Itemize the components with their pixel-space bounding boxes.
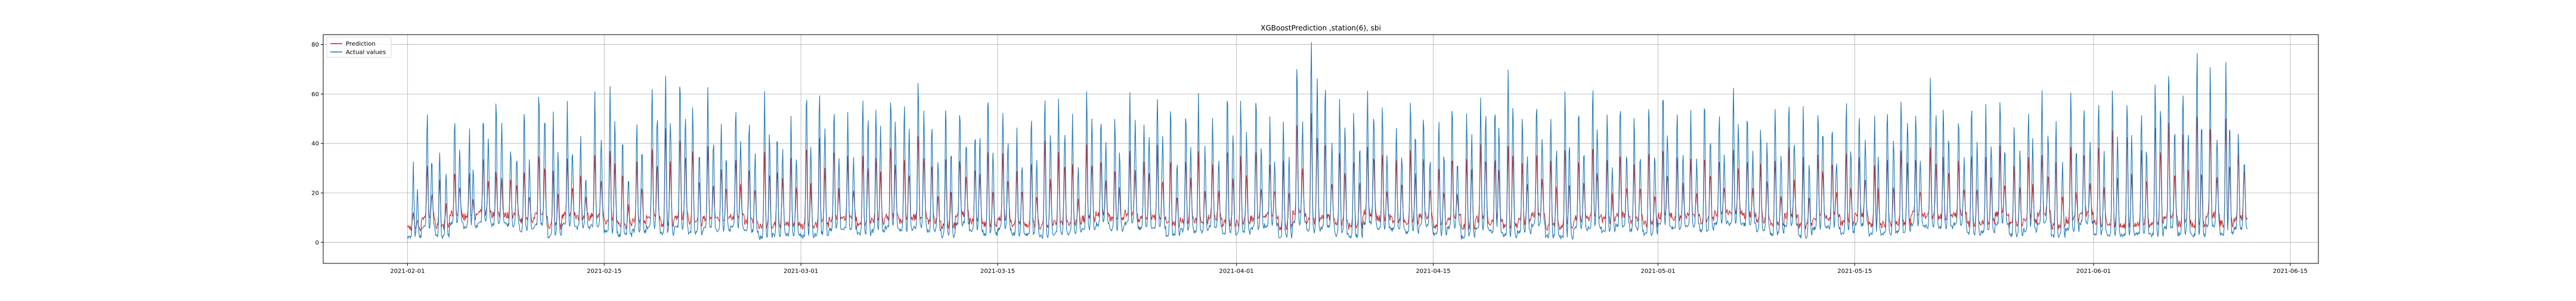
- plot-frame: [323, 34, 2319, 264]
- x-tick-label: 2021-05-15: [1837, 268, 1872, 275]
- y-tick-label: 20: [311, 190, 319, 196]
- legend: Prediction Actual values: [326, 36, 392, 58]
- x-tick-label: 2021-02-15: [587, 268, 621, 275]
- series-line-actual-values: [407, 42, 2248, 241]
- series-line-prediction: [407, 113, 2248, 232]
- y-tick-label: 80: [311, 42, 319, 48]
- legend-box: [326, 36, 392, 58]
- y-tick-label: 0: [315, 239, 319, 246]
- x-tick-label: 2021-02-01: [390, 268, 425, 275]
- y-tick-label: 40: [311, 141, 319, 148]
- plot-area: [323, 35, 2318, 263]
- x-tick-label: 2021-04-01: [1219, 268, 1254, 275]
- y-tick-label: 60: [311, 91, 319, 98]
- axis-ticks: 0 20 40 60 80 2021-02-01 2021-02-15 2021-03-01 2…: [311, 42, 2308, 275]
- x-tick-label: 2021-06-15: [2273, 268, 2308, 275]
- series-group: [407, 42, 2248, 241]
- x-tick-label: 2021-03-15: [980, 268, 1015, 275]
- legend-label: Actual values: [346, 50, 386, 56]
- x-tick-label: 2021-03-01: [784, 268, 818, 275]
- grid: [323, 35, 2318, 263]
- legend-label: Prediction: [346, 41, 376, 48]
- x-tick-label: 2021-06-01: [2076, 268, 2111, 275]
- chart-title: XGBoostPrediction ,station(6), sbi: [1261, 24, 1381, 32]
- x-tick-label: 2021-05-01: [1640, 268, 1675, 275]
- x-tick-label: 2021-04-15: [1416, 268, 1450, 275]
